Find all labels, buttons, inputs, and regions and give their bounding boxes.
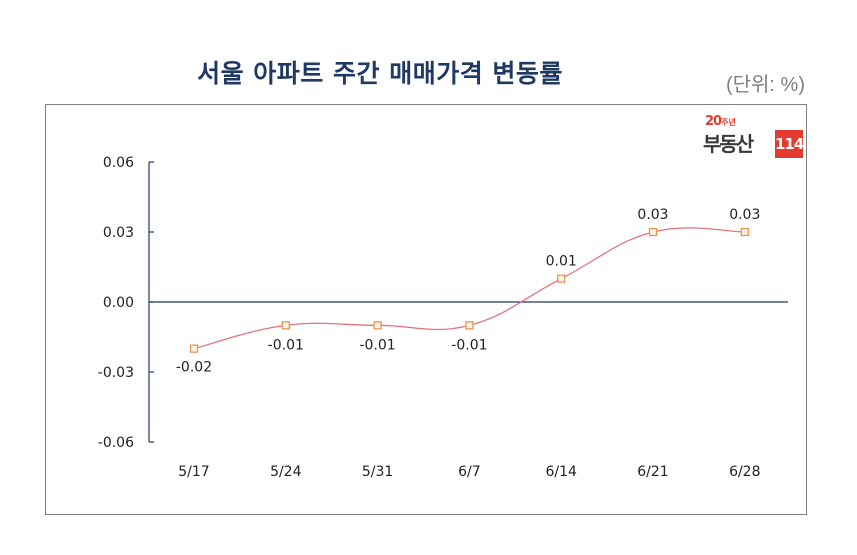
chart-title: 서울 아파트 주간 매매가격 변동률 [197, 59, 563, 88]
unit-label: (단위: %) [725, 74, 805, 96]
chart-frame [45, 104, 807, 515]
logo-brand-name: 부동산 [703, 132, 754, 156]
series-line [193, 227, 745, 350]
y-tick-label: -0.03 [98, 365, 134, 381]
data-label: -0.01 [451, 337, 487, 353]
y-tick-label: -0.06 [98, 435, 134, 451]
data-labels: -0.02 -0.01 -0.01 -0.01 0.01 0.03 0.03 [176, 207, 761, 376]
y-tick-label: 0.03 [103, 225, 134, 241]
x-tick-label: 5/17 [178, 464, 209, 480]
data-point-marker [557, 274, 566, 283]
data-point-marker [648, 227, 658, 237]
brand-logo: 20주년 부동산 114 [703, 114, 804, 162]
data-point-marker [373, 321, 382, 330]
y-tick-label: 0.06 [103, 155, 134, 171]
x-tick-label: 6/7 [458, 464, 481, 480]
data-markers [189, 227, 749, 353]
data-label: 0.01 [546, 254, 577, 270]
x-tick-label: 5/24 [270, 464, 302, 480]
x-tick-label: 5/31 [362, 464, 393, 480]
x-tick-label: 6/14 [545, 464, 577, 480]
data-point-marker [740, 227, 749, 237]
data-label: -0.01 [359, 337, 395, 353]
x-tick-label: 6/28 [729, 464, 760, 480]
y-axis: 0.06 0.03 0.00 -0.03 -0.06 [98, 155, 154, 451]
logo-anniversary: 20주년 [705, 114, 736, 129]
data-label: 0.03 [729, 207, 760, 223]
data-point-marker [281, 321, 290, 330]
x-axis: 5/17 5/24 5/31 6/7 6/14 6/21 6/28 [149, 301, 788, 480]
logo-number-badge: 114 [775, 130, 804, 158]
data-label: -0.01 [268, 337, 304, 353]
data-label: 0.03 [637, 207, 668, 223]
data-point-marker [189, 344, 199, 353]
data-point-marker [465, 321, 474, 330]
y-tick-label: 0.00 [103, 295, 134, 311]
x-tick-label: 6/21 [637, 464, 668, 480]
data-label: -0.02 [176, 360, 212, 376]
